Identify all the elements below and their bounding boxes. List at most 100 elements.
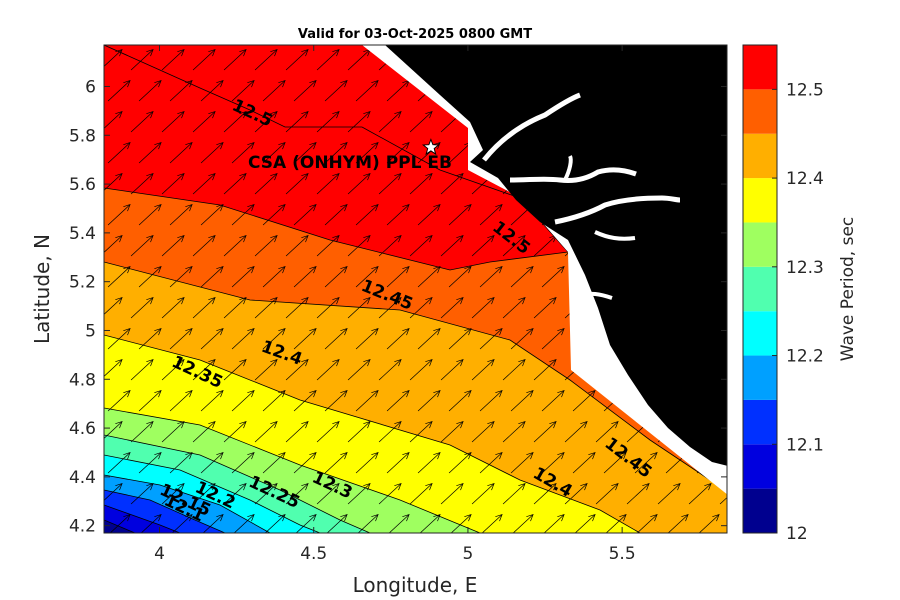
direction-arrow <box>223 173 247 195</box>
direction-arrow <box>254 49 278 71</box>
arrow-head <box>402 390 410 398</box>
direction-arrow <box>285 173 309 195</box>
direction-arrow <box>254 111 278 133</box>
arrow-head <box>301 235 309 243</box>
arrow-head <box>216 328 224 336</box>
arrow-head <box>123 266 131 274</box>
contour-line <box>104 407 481 533</box>
direction-arrow <box>192 421 216 443</box>
direction-arrow <box>440 421 464 443</box>
arrow-head <box>177 49 185 57</box>
arrow-head <box>247 452 255 460</box>
direction-arrow <box>510 390 534 412</box>
direction-arrow <box>409 297 433 319</box>
arrow-head <box>402 328 410 336</box>
direction-arrow <box>603 452 627 474</box>
direction-arrow <box>355 390 379 412</box>
direction-arrow <box>107 452 131 474</box>
direction-arrow <box>107 266 131 288</box>
direction-arrow <box>357 514 379 533</box>
arrow-head <box>301 483 309 491</box>
arrow-head <box>185 80 193 88</box>
direction-arrow <box>409 235 433 257</box>
direction-arrow <box>223 483 247 505</box>
direction-arrow <box>347 297 371 319</box>
arrow-head <box>394 421 402 429</box>
direction-arrow <box>448 328 472 350</box>
y-tick-label: 5.6 <box>69 175 96 195</box>
direction-arrow <box>324 328 348 350</box>
direction-arrow <box>262 204 286 226</box>
direction-arrow <box>138 204 162 226</box>
direction-arrow <box>324 204 348 226</box>
arrow-head <box>425 421 433 429</box>
direction-arrow <box>440 359 464 381</box>
arrow-head <box>301 359 309 367</box>
arrow-head <box>363 297 371 305</box>
direction-arrow <box>386 142 410 164</box>
arrow-head <box>146 421 154 429</box>
x-axis-label: Longitude, E <box>353 573 478 597</box>
arrow-head <box>371 514 379 522</box>
arrow-head <box>425 359 433 367</box>
direction-arrow <box>564 421 588 443</box>
station-marker: CSA (ONHYM) PPL EB <box>248 138 452 173</box>
direction-arrow <box>386 80 410 102</box>
arrow-head <box>371 204 379 212</box>
arrow-head <box>309 142 317 150</box>
direction-arrow <box>285 421 309 443</box>
arrow-head <box>332 173 340 181</box>
arrow-head <box>332 483 340 491</box>
arrow-head <box>278 142 286 150</box>
arrow-head <box>340 452 348 460</box>
arrow-head <box>239 235 247 243</box>
direction-arrow <box>223 235 247 257</box>
arrow-head <box>735 298 742 305</box>
arrow-head <box>115 297 123 305</box>
direction-arrow <box>533 421 557 443</box>
direction-arrow <box>293 452 317 474</box>
arrow-head <box>363 111 371 119</box>
direction-arrow <box>450 514 472 533</box>
arrow-head <box>394 235 402 243</box>
direction-arrow <box>169 328 193 350</box>
arrow-head <box>115 421 123 429</box>
arrow-head <box>154 452 162 460</box>
arrow-head <box>270 421 278 429</box>
direction-arrow <box>104 297 123 315</box>
arrow-head <box>270 483 278 491</box>
arrow-head <box>363 359 371 367</box>
direction-arrow <box>481 514 503 533</box>
arrow-head <box>549 421 557 429</box>
arrow-head <box>433 142 441 150</box>
arrow-head <box>456 483 464 491</box>
colorbar-swatch <box>743 311 777 356</box>
arrow-head <box>371 452 379 460</box>
direction-arrow <box>192 359 216 381</box>
direction-arrow <box>169 204 193 226</box>
direction-arrow <box>543 514 565 533</box>
direction-arrow <box>200 204 224 226</box>
arrow-head <box>464 452 472 460</box>
direction-arrow <box>510 328 534 350</box>
direction-arrow <box>231 390 255 412</box>
arrow-head <box>650 514 658 522</box>
arrow-head <box>557 266 565 274</box>
direction-arrow <box>533 235 557 257</box>
direction-arrow <box>448 390 472 412</box>
y-tick-label: 4.8 <box>69 370 96 390</box>
direction-arrow <box>107 390 131 412</box>
arrow-head <box>247 266 255 274</box>
arrow-head <box>146 235 154 243</box>
direction-arrow <box>130 173 154 195</box>
arrow-head <box>526 452 534 460</box>
arrow-head <box>301 297 309 305</box>
arrow-head <box>247 204 255 212</box>
direction-arrow <box>502 421 526 443</box>
arrow-head <box>464 328 472 336</box>
direction-arrow <box>502 235 526 257</box>
direction-arrow <box>161 421 185 443</box>
direction-arrow <box>171 514 193 533</box>
direction-arrow <box>223 49 247 71</box>
arrow-head <box>580 421 588 429</box>
